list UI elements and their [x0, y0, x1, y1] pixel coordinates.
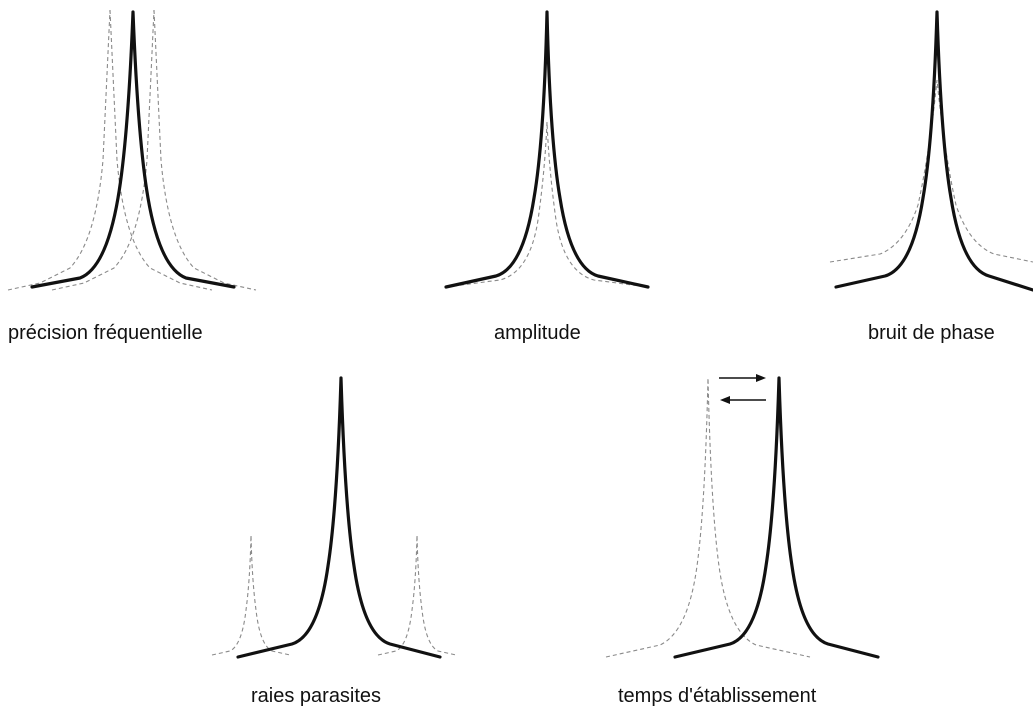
caption-settling: temps d'établissement [618, 685, 817, 707]
panel-amplitude [444, 10, 650, 289]
panel-precision [7, 9, 257, 291]
amplitude-main-curve [444, 10, 650, 289]
spur-right-curve [377, 534, 457, 656]
precision-main-curve [30, 10, 236, 289]
caption-spurs: raies parasites [251, 685, 382, 707]
spurs-main-curve [236, 376, 442, 659]
arrow-left-icon [720, 396, 766, 404]
caption-amplitude: amplitude [494, 322, 581, 344]
precision-shifted-right-curve [51, 9, 155, 291]
caption-phase-noise: bruit de phase [868, 322, 995, 344]
panel-settling [605, 374, 880, 659]
phase-noise-main-curve [834, 10, 1033, 292]
panel-spurs [211, 376, 457, 659]
panel-phase-noise [829, 10, 1033, 292]
settling-main-curve [673, 376, 880, 659]
arrow-right-icon [719, 374, 766, 382]
phase-noise-curve [829, 79, 1033, 263]
amplitude-reduced-curve [445, 121, 649, 288]
caption-precision: précision fréquentielle [8, 322, 203, 344]
precision-shifted-right-curve-right [153, 9, 257, 291]
spur-left-curve [211, 534, 291, 656]
precision-shifted-left-curve [7, 9, 111, 291]
